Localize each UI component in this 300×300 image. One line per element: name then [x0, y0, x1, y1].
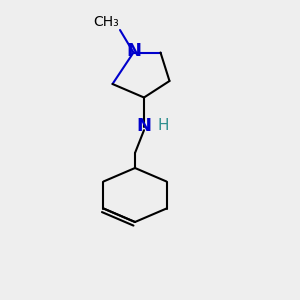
Text: N: N	[126, 42, 141, 60]
Text: N: N	[136, 117, 152, 135]
Text: CH₃: CH₃	[93, 14, 119, 28]
Text: H: H	[158, 118, 169, 133]
